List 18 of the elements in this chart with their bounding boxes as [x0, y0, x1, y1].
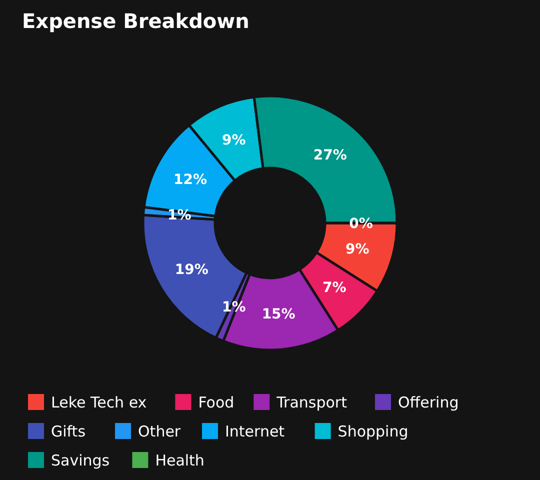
legend-label: Gifts: [51, 422, 86, 440]
data-label: 9%: [345, 241, 370, 258]
data-label: 27%: [313, 148, 347, 164]
legend-label: Savings: [51, 451, 110, 470]
data-label: 15%: [262, 306, 296, 322]
data-label: 19%: [174, 262, 208, 278]
legend-label: Food: [198, 393, 234, 412]
chart-title: Expense Breakdown: [22, 9, 250, 33]
legend-label: Transport: [276, 393, 348, 412]
legend-label: Leke Tech ex: [51, 393, 147, 412]
legend-label: Shopping: [338, 422, 408, 440]
legend-label: Other: [138, 422, 182, 440]
legend-label: Offering: [398, 393, 459, 412]
data-label: 9%: [222, 132, 246, 148]
legend-label: Health: [155, 451, 204, 470]
data-label: 7%: [322, 280, 346, 296]
data-label: 12%: [174, 172, 208, 188]
legend-label: Internet: [225, 422, 285, 440]
